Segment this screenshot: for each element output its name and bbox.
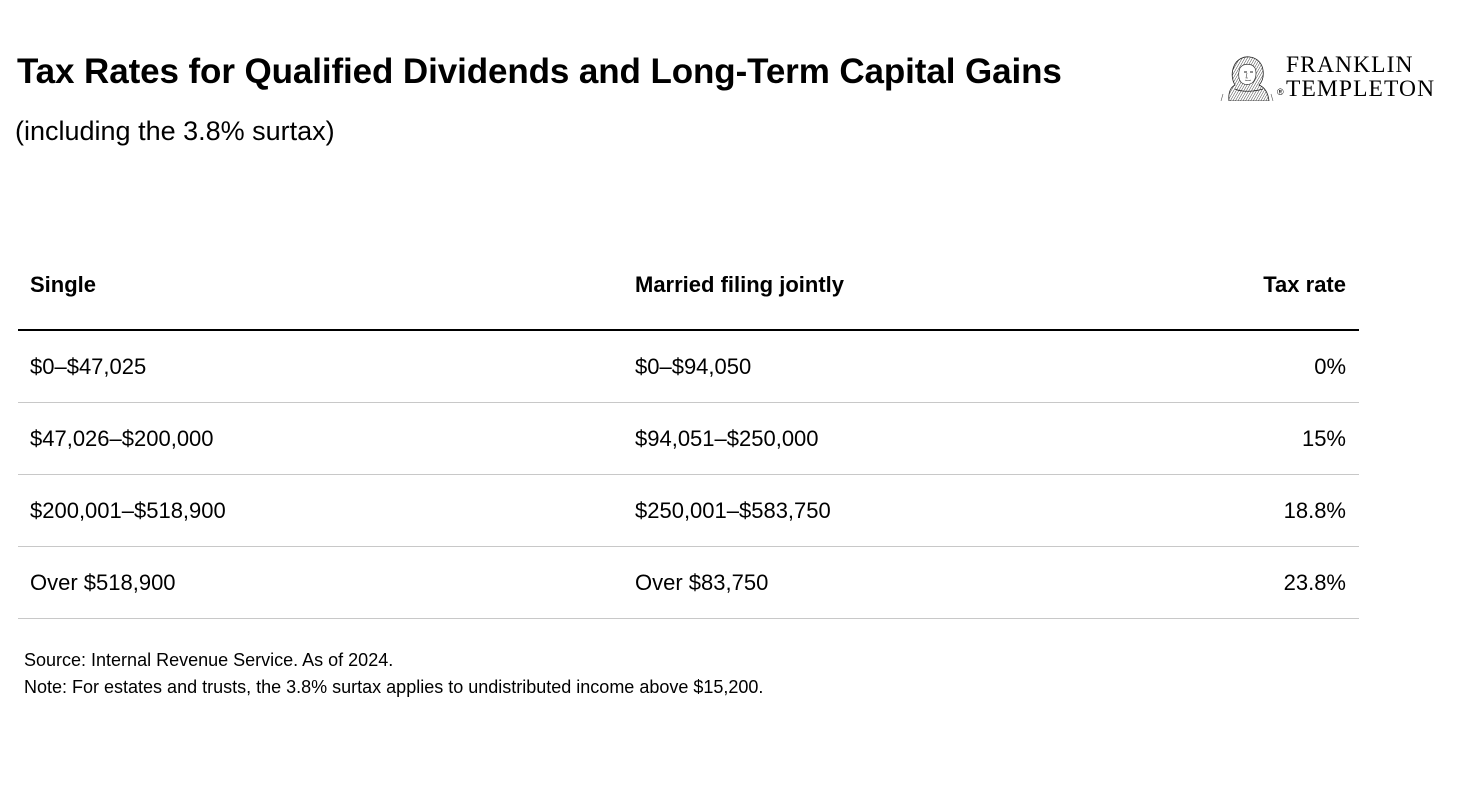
logo-line-1: FRANKLIN <box>1286 52 1414 78</box>
footnotes: Source: Internal Revenue Service. As of … <box>24 647 763 701</box>
logo-wordmark: FRANKLIN TEMPLETON <box>1286 53 1435 101</box>
cell-married: $0–$94,050 <box>635 353 752 379</box>
header-tax-rate: Tax rate <box>1263 272 1346 297</box>
cell-tax-rate: 15% <box>1301 425 1346 451</box>
cell-tax-rate: 18.8% <box>1283 497 1346 523</box>
cell-single: Over $518,900 <box>30 569 176 595</box>
benjamin-franklin-portrait-icon <box>1220 56 1274 101</box>
page-title: Tax Rates for Qualified Dividends and Lo… <box>17 52 1062 91</box>
cell-tax-rate: 0% <box>1314 353 1346 379</box>
cell-single: $0–$47,025 <box>30 353 147 379</box>
table-row: $0–$47,025 $0–$94,050 0% <box>18 331 1359 403</box>
disclaimer-note: Note: For estates and trusts, the 3.8% s… <box>24 677 764 697</box>
logo-registered-mark: ® <box>1277 87 1284 97</box>
table-row: $47,026–$200,000 $94,051–$250,000 15% <box>18 403 1359 475</box>
cell-married: $94,051–$250,000 <box>635 425 819 451</box>
cell-married: $250,001–$583,750 <box>635 497 831 523</box>
cell-married: Over $83,750 <box>635 569 769 595</box>
table-row: $200,001–$518,900 $250,001–$583,750 18.8… <box>18 475 1359 547</box>
header-married-filing-jointly: Married filing jointly <box>635 272 845 297</box>
table-row: Over $518,900 Over $83,750 23.8% <box>18 547 1359 619</box>
logo-line-2: TEMPLETON <box>1286 76 1436 102</box>
table-header-row: Single Married filing jointly Tax rate <box>18 252 1359 331</box>
cell-tax-rate: 23.8% <box>1283 569 1346 595</box>
tax-rate-table: Single Married filing jointly Tax rate $… <box>18 252 1359 619</box>
page-subtitle: (including the 3.8% surtax) <box>15 116 335 146</box>
source-note: Source: Internal Revenue Service. As of … <box>24 650 394 670</box>
cell-single: $47,026–$200,000 <box>30 425 214 451</box>
franklin-templeton-logo: ® FRANKLIN TEMPLETON <box>1219 53 1459 104</box>
cell-single: $200,001–$518,900 <box>30 497 226 523</box>
header-single: Single <box>30 272 97 297</box>
